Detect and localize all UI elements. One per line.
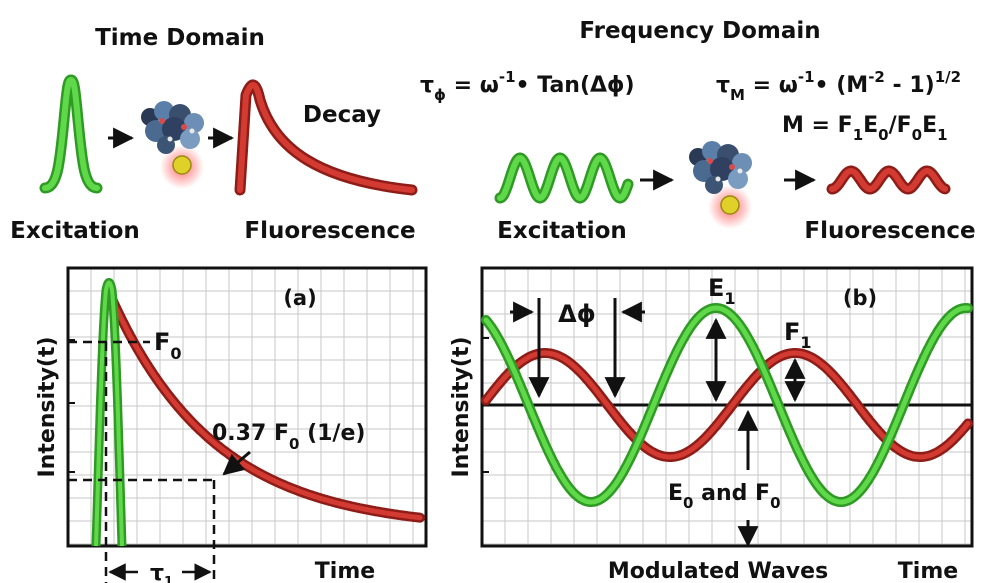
fluorescence-wave-inner: [829, 168, 948, 193]
panel-a-ylabel: Intensity(t): [35, 336, 60, 477]
decay-curve: [234, 79, 418, 196]
time-domain-title: Time Domain: [95, 25, 265, 51]
f0-label: F0: [154, 328, 182, 363]
fluorescence-label-freq: Fluorescence: [804, 218, 975, 244]
decay-label: Decay: [303, 102, 381, 128]
panel-b-frame: [480, 266, 974, 548]
excitation-wave-inner: [497, 154, 631, 202]
equation-tau-m: τM = ω-1• (M-2 - 1)1/2: [716, 68, 961, 104]
modulated-waves-label: Modulated Waves: [608, 559, 828, 583]
tau-label: τ1: [150, 561, 173, 583]
excitation-pulse-inner: [42, 76, 100, 191]
e1-label: E1: [708, 274, 736, 308]
excitation-label-freq: Excitation: [497, 218, 627, 244]
panel-b-excitation-wave-inner: [483, 305, 971, 505]
one-over-e-annotation: 0.37 F0 (1/e): [212, 421, 365, 453]
panel-b: Δϕ E1 F1 E0 and F0 (b) Intensity(t) Modu…: [449, 266, 974, 583]
panel-b-xlabel: Time: [898, 559, 958, 583]
frequency-domain-title: Frequency Domain: [579, 18, 820, 44]
protein-molecule-icon: [141, 101, 204, 189]
panel-a-frame: [66, 266, 428, 548]
panel-a-decay-curve-inner: [105, 287, 423, 521]
panel-b-tag: (b): [843, 286, 877, 310]
panel-a: F0 (a) 0.37 F0 (1/e) Intensity(t) Time τ…: [35, 266, 428, 583]
protein-molecule-icon: [689, 141, 752, 229]
equation-tau-phi: τϕ = ω-1• Tan(Δϕ): [420, 68, 635, 104]
fluorescence-label: Fluorescence: [244, 218, 415, 244]
panel-a-tag: (a): [283, 286, 316, 310]
annotation-arrow-icon: [222, 450, 251, 476]
e0-and-f0-label: E0 and F0: [668, 481, 781, 512]
decay-curve-inner: [237, 82, 415, 193]
delta-phi-label: Δϕ: [558, 300, 596, 328]
panel-a-xlabel: Time: [315, 559, 375, 583]
excitation-pulse: [39, 74, 103, 194]
panel-b-ylabel: Intensity(t): [449, 336, 474, 477]
panel-a-excitation-pulse-inner: [94, 280, 124, 547]
panel-a-decay-curve: [103, 285, 425, 523]
equation-m: M = F1E0/F0E1: [782, 113, 948, 144]
f1-label: F1: [784, 318, 812, 352]
excitation-label: Excitation: [10, 218, 140, 244]
